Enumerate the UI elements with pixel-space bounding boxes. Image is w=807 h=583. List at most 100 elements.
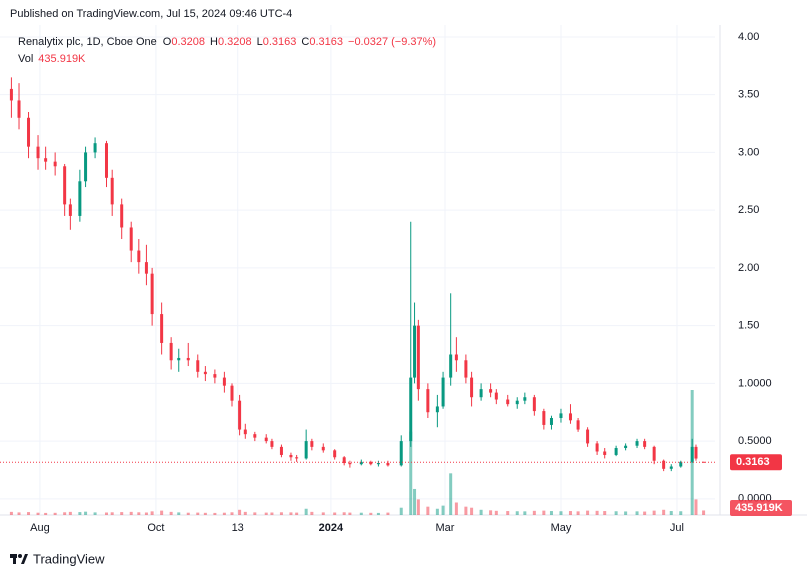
volume-bar: [203, 512, 207, 515]
volume-bar: [523, 511, 527, 515]
candle-body: [494, 392, 498, 400]
y-tick-label: 1.50: [738, 320, 759, 332]
candle-body: [532, 397, 536, 412]
candle-body: [413, 325, 417, 378]
last-price-label: 0.3163: [736, 456, 770, 468]
volume-bar: [568, 511, 572, 515]
candle-body: [68, 204, 72, 216]
candle-body: [376, 463, 380, 465]
candle-body: [559, 413, 563, 419]
volume-bar: [376, 512, 380, 515]
candle-body: [333, 450, 337, 458]
candle-body: [230, 385, 234, 401]
volume-bar: [413, 488, 417, 515]
volume-bar: [129, 511, 133, 515]
candle-body: [662, 460, 666, 469]
candle-body: [84, 152, 88, 182]
candle-body: [348, 463, 352, 465]
volume-bar: [160, 510, 164, 515]
ohlc-value: 0.3208: [218, 36, 252, 48]
volume-bar: [186, 512, 190, 515]
last-volume-box: [730, 500, 792, 516]
volume-bar: [270, 512, 274, 515]
ohlc-value: 0.3163: [309, 36, 343, 48]
candle-body: [694, 446, 698, 459]
volume-bar: [359, 512, 363, 515]
last-price-box: [730, 454, 782, 471]
candle-body: [576, 420, 580, 430]
candle-body: [44, 158, 48, 162]
volume-bar: [454, 502, 458, 515]
volume-bar: [110, 512, 114, 515]
candle-body: [160, 314, 164, 343]
candle-body: [129, 227, 133, 251]
volume-bar: [435, 508, 439, 515]
volume-bar: [662, 509, 666, 515]
volume-bar: [53, 512, 57, 515]
candle-body: [177, 357, 181, 361]
volume-bar: [222, 512, 226, 515]
volume-bar: [333, 512, 337, 515]
volume-bar: [489, 510, 493, 515]
candle-body: [635, 441, 639, 446]
candle-body: [144, 262, 148, 274]
volume-bar: [702, 510, 706, 515]
candle-body: [614, 448, 618, 455]
volume-bar: [27, 512, 31, 515]
volume-bar: [84, 511, 88, 515]
ohlc-value: 0.3163: [263, 36, 297, 48]
candle-body: [137, 250, 141, 263]
candle-body: [652, 446, 656, 461]
ohlc-value: 0.3208: [171, 36, 205, 48]
candle-body: [470, 377, 474, 398]
footer-brand: TradingView: [33, 551, 105, 566]
candle-body: [295, 457, 299, 459]
x-tick-label: Oct: [147, 522, 164, 534]
candle-body: [104, 143, 108, 178]
candle-body: [435, 406, 439, 413]
volume-bar: [549, 511, 553, 515]
volume-bar: [295, 512, 299, 515]
volume-bar: [449, 473, 453, 515]
volume-bar: [9, 511, 13, 515]
volume-bar: [289, 512, 293, 515]
legend-header: Renalytix plc, 1D, Cboe One O0.3208 H0.320…: [18, 36, 436, 48]
y-tick-label: 2.50: [738, 204, 759, 216]
last-volume-label: 435.919K: [735, 502, 783, 514]
volume-bar: [310, 511, 314, 515]
volume-bar: [93, 512, 97, 515]
candle-body: [169, 342, 173, 361]
candle-body: [9, 88, 13, 101]
candle-body: [449, 354, 453, 378]
candle-body: [120, 204, 124, 228]
volume-bar: [169, 511, 173, 515]
candle-body: [702, 461, 706, 463]
candle-body: [264, 437, 268, 442]
candle-body: [586, 429, 590, 444]
volume-bar: [586, 510, 590, 515]
candle-body: [464, 360, 468, 378]
candle-body: [441, 377, 445, 407]
volume-bar: [652, 510, 656, 515]
x-tick-label: Aug: [30, 522, 50, 534]
volume-bar: [479, 509, 483, 515]
volume-bar: [144, 512, 148, 515]
candle-body: [213, 374, 217, 378]
volume-bar: [515, 511, 519, 515]
candle-body: [289, 454, 293, 458]
volume-bar: [595, 510, 599, 515]
change-value: −0.0327 (−9.37%): [348, 36, 436, 48]
volume-bar: [694, 499, 698, 515]
volume-bar: [441, 505, 445, 515]
candle-body: [386, 463, 390, 466]
plot: [0, 25, 715, 515]
volume-bar: [279, 512, 283, 515]
y-tick-label: 0.5000: [738, 435, 772, 447]
volume-legend: Vol 435.919K: [18, 53, 86, 65]
candle-body: [243, 429, 247, 435]
candle-body: [36, 146, 40, 159]
candle-body: [310, 441, 314, 447]
volume-bar: [426, 506, 430, 515]
candle-body: [416, 325, 420, 390]
